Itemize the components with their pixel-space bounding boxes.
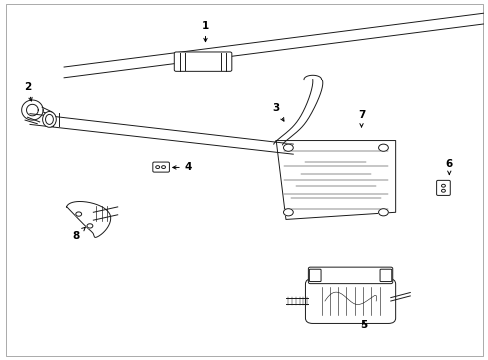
FancyBboxPatch shape	[309, 269, 321, 282]
Text: 6: 6	[445, 159, 452, 175]
Text: 3: 3	[272, 103, 284, 121]
FancyBboxPatch shape	[174, 52, 231, 71]
Circle shape	[283, 209, 293, 216]
FancyBboxPatch shape	[305, 279, 395, 323]
Circle shape	[76, 212, 81, 216]
Circle shape	[161, 166, 165, 168]
Circle shape	[156, 166, 159, 168]
Circle shape	[87, 224, 93, 228]
Circle shape	[378, 209, 387, 216]
FancyBboxPatch shape	[308, 267, 392, 284]
FancyBboxPatch shape	[153, 162, 169, 172]
Text: 8: 8	[73, 227, 85, 240]
Circle shape	[378, 144, 387, 151]
Text: 2: 2	[24, 82, 32, 101]
FancyBboxPatch shape	[379, 269, 391, 282]
Text: 4: 4	[172, 162, 192, 172]
Text: 5: 5	[360, 320, 367, 330]
Text: 7: 7	[357, 111, 365, 127]
FancyBboxPatch shape	[436, 180, 449, 195]
Circle shape	[283, 144, 293, 151]
Text: 1: 1	[202, 21, 209, 42]
Circle shape	[441, 189, 445, 192]
Ellipse shape	[42, 112, 56, 127]
Circle shape	[441, 184, 445, 187]
Ellipse shape	[45, 114, 53, 125]
